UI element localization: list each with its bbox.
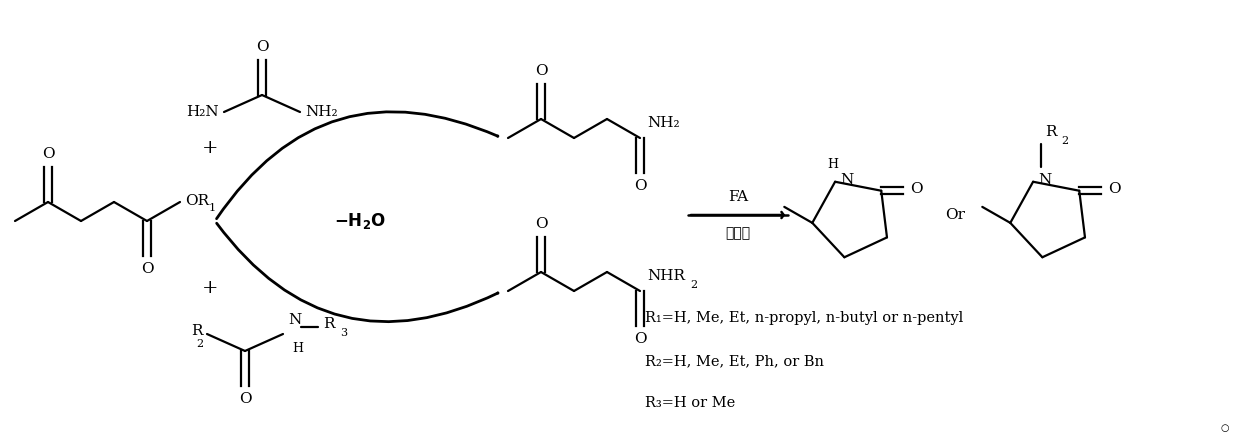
Text: O: O (633, 179, 647, 193)
Text: O: O (911, 182, 923, 196)
Text: O: O (633, 332, 647, 346)
Text: +: + (202, 139, 218, 157)
Text: 1: 1 (209, 203, 216, 213)
Text: H₂N: H₂N (186, 105, 219, 119)
Text: O: O (1108, 182, 1121, 196)
Text: ○: ○ (1220, 424, 1229, 433)
Text: O: O (239, 392, 252, 406)
Text: 2: 2 (690, 280, 698, 290)
Text: O: O (255, 40, 269, 54)
Text: NHR: NHR (647, 269, 685, 283)
Text: NH₂: NH₂ (647, 116, 680, 130)
Text: O: O (535, 64, 548, 78)
Text: N: N (1038, 173, 1052, 187)
Text: O: O (141, 262, 154, 276)
Text: 3: 3 (339, 328, 347, 338)
Text: Or: Or (945, 208, 965, 222)
Text: R₁=H, Me, Et, n-propyl, n-butyl or n-pentyl: R₁=H, Me, Et, n-propyl, n-butyl or n-pen… (646, 311, 963, 325)
Text: R₂=H, Me, Et, Ph, or Bn: R₂=H, Me, Et, Ph, or Bn (646, 354, 824, 368)
FancyArrowPatch shape (217, 223, 498, 322)
Text: N: N (840, 173, 854, 187)
Text: R: R (1044, 125, 1057, 139)
Text: O: O (535, 217, 548, 231)
Text: NH₂: NH₂ (305, 105, 337, 119)
Text: H: H (292, 342, 304, 355)
Text: $\mathbf{-H_2O}$: $\mathbf{-H_2O}$ (335, 211, 387, 231)
Text: R: R (192, 324, 203, 338)
Text: 催化剂: 催化剂 (726, 226, 751, 240)
Text: H: H (828, 158, 839, 171)
Text: OR: OR (185, 194, 209, 208)
Text: +: + (202, 279, 218, 297)
Text: R₃=H or Me: R₃=H or Me (646, 396, 735, 410)
Text: 2: 2 (1061, 136, 1068, 146)
FancyArrowPatch shape (217, 112, 498, 219)
Text: 2: 2 (197, 339, 203, 349)
Text: O: O (42, 147, 55, 161)
Text: FA: FA (729, 190, 748, 204)
Text: R: R (323, 317, 335, 331)
Text: N: N (287, 313, 301, 327)
